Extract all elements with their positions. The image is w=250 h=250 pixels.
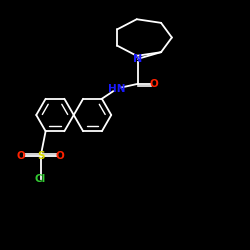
Text: N: N	[134, 54, 143, 64]
Text: O: O	[150, 79, 159, 89]
Text: O: O	[17, 151, 26, 161]
Text: O: O	[56, 151, 64, 161]
Text: Cl: Cl	[35, 174, 46, 184]
Text: HN: HN	[108, 84, 126, 94]
Text: S: S	[37, 151, 44, 161]
